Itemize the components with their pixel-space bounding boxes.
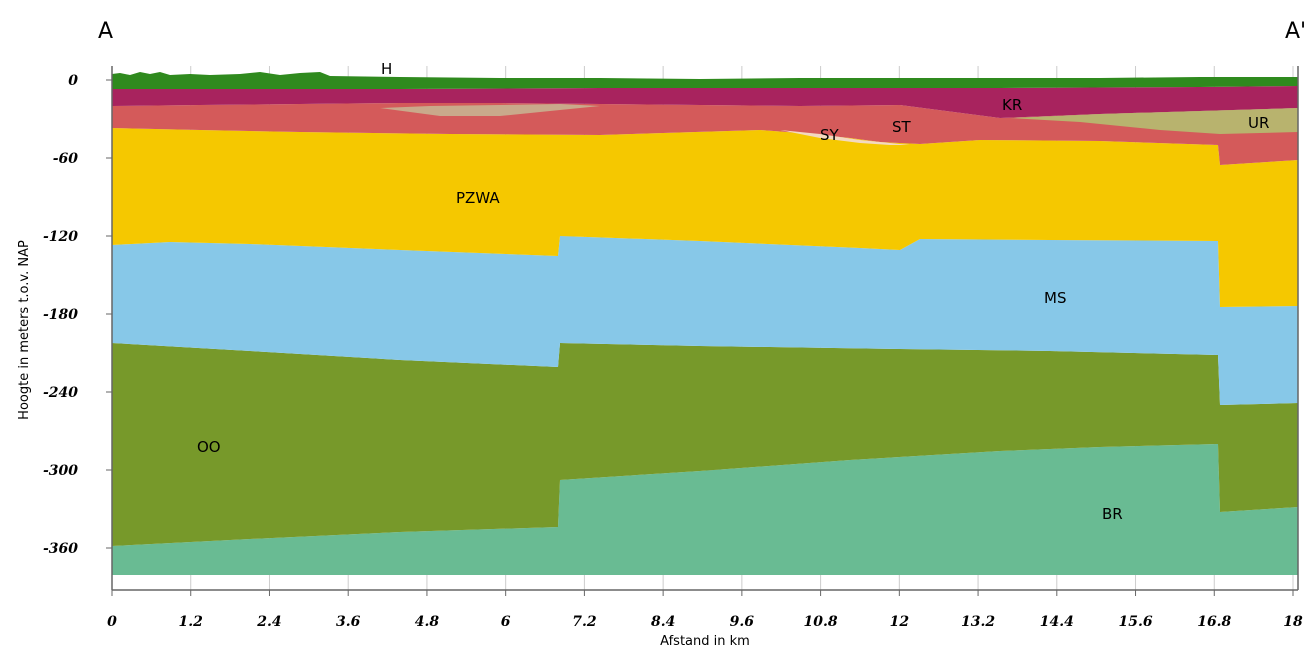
unit-pzwa-layer	[112, 128, 1298, 307]
unit-label-kr: KR	[1002, 96, 1022, 114]
y-tick-label: 0	[68, 73, 78, 89]
x-tick-label: 0	[107, 614, 117, 630]
x-tick-label: 16.8	[1197, 614, 1231, 630]
unit-label-ms: MS	[1044, 289, 1066, 307]
corner-label-left: A	[98, 19, 113, 44]
x-tick-label: 12	[890, 614, 910, 630]
x-tick-label: 1.2	[179, 614, 204, 630]
unit-label-br: BR	[1102, 505, 1123, 523]
unit-label-pzwa: PZWA	[456, 189, 500, 207]
unit-kr-layer	[112, 86, 1298, 118]
unit-h-layer	[112, 72, 1298, 89]
unit-st-layer	[112, 103, 1298, 165]
y-tick-label: -240	[43, 385, 78, 401]
x-tick-label: 3.6	[336, 614, 361, 630]
unit-br-layer	[112, 444, 1298, 575]
unit-ms-layer	[112, 236, 1298, 405]
corner-label-right: A'	[1285, 19, 1306, 44]
y-tick-label: -120	[43, 229, 78, 245]
x-tick-label: 15.6	[1118, 614, 1152, 630]
x-tick-label: 13.2	[961, 614, 995, 630]
x-tick-label: 4.8	[415, 614, 440, 630]
y-tick-label: -360	[43, 541, 78, 557]
unit-sy-layer	[780, 130, 910, 145]
y-axis-title: Hoogte in meters t.o.v. NAP	[17, 240, 32, 420]
x-tick-label: 7.2	[572, 614, 597, 630]
y-tick-label: -60	[53, 151, 79, 167]
unit-oo-layer	[112, 343, 1298, 546]
unit-label-h: H	[381, 60, 392, 78]
unit-label-sy: SY	[820, 126, 840, 144]
x-axis-ticks: 0 1.2 2.4 3.6 4.8 6 7.2 8.4 9.6 10.8 12 13.2 14.4 15.…	[107, 590, 1303, 630]
x-tick-label: 10.8	[804, 614, 838, 630]
x-tick-label: 6	[501, 614, 511, 630]
unit-label-oo: OO	[197, 438, 221, 456]
x-tick-label: 8.4	[651, 614, 675, 630]
y-axis-ticks: 0 -60 -120 -180 -240 -300 -360	[43, 73, 112, 557]
x-axis-title: Afstand in km	[660, 634, 750, 649]
x-tick-label: 2.4	[256, 614, 281, 630]
y-tick-label: -300	[43, 463, 78, 479]
lens-layer	[380, 104, 600, 116]
x-tick-label: 14.4	[1040, 614, 1074, 630]
unit-ur-layer	[1010, 108, 1298, 134]
x-tick-label: 9.6	[730, 614, 755, 630]
unit-label-ur: UR	[1248, 114, 1269, 132]
x-tick-label: 18	[1283, 614, 1303, 630]
unit-label-st: ST	[892, 118, 912, 136]
y-tick-label: -180	[43, 307, 78, 323]
